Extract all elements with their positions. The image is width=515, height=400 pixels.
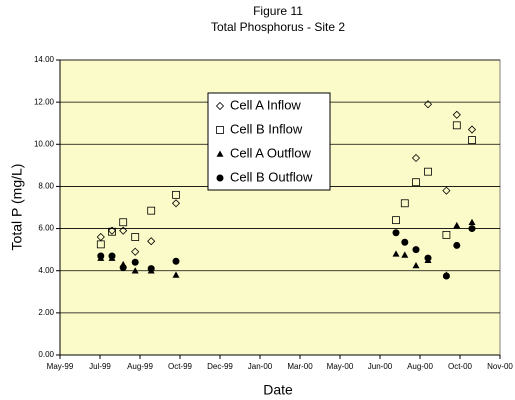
y-tick-label: 14.00	[34, 55, 55, 64]
x-tick-label: May-00	[327, 362, 354, 371]
point	[442, 186, 451, 195]
legend: Cell A Inflow Cell B Inflow Cell A Outflow…	[207, 92, 331, 191]
point	[216, 150, 224, 157]
x-tick-label: Jan-00	[248, 362, 273, 371]
legend-label: Cell A Inflow	[230, 97, 301, 112]
x-tick-label: Jul-99	[89, 362, 111, 371]
point	[216, 126, 224, 134]
x-tick-label: Oct-99	[168, 362, 193, 371]
point	[401, 251, 409, 258]
y-tick-label: 6.00	[38, 224, 54, 233]
point	[131, 233, 140, 241]
point	[424, 254, 432, 262]
point	[453, 221, 461, 229]
point	[119, 264, 127, 272]
x-tick-label: Jun-00	[368, 362, 393, 371]
legend-box	[207, 92, 331, 191]
point	[468, 218, 476, 226]
point	[412, 261, 420, 269]
point	[131, 247, 140, 256]
point	[442, 230, 451, 239]
point	[216, 174, 224, 182]
point	[468, 225, 476, 233]
point	[107, 226, 117, 235]
point	[172, 271, 180, 278]
point	[442, 272, 450, 280]
point	[147, 265, 155, 273]
point	[392, 229, 400, 237]
y-tick-label: 12.00	[34, 97, 55, 106]
point	[172, 257, 180, 265]
x-tick-label: Nov-00	[487, 362, 513, 371]
point	[412, 246, 420, 254]
point	[467, 125, 477, 134]
point	[96, 240, 105, 249]
y-tick-label: 0.00	[38, 350, 54, 359]
point	[119, 226, 128, 235]
point	[392, 250, 400, 257]
point	[411, 153, 421, 163]
point	[215, 101, 225, 111]
point	[108, 252, 116, 260]
y-tick-label: 10.00	[34, 139, 55, 148]
x-tick-label: Aug-00	[407, 362, 433, 371]
point	[97, 252, 105, 260]
point	[452, 110, 461, 119]
x-tick-label: May-99	[47, 362, 74, 371]
point	[400, 199, 409, 208]
y-tick-label: 2.00	[38, 308, 54, 317]
point	[424, 167, 432, 176]
point	[452, 121, 461, 130]
x-axis-label: Date	[263, 382, 293, 398]
point	[453, 241, 461, 249]
point	[392, 216, 400, 225]
point	[131, 258, 139, 266]
x-tick-label: Oct-00	[448, 362, 473, 371]
point	[412, 178, 420, 187]
y-axis-label: Total P (mg/L)	[9, 164, 25, 251]
point	[423, 100, 433, 109]
x-tick-label: Mar-00	[287, 362, 313, 371]
point	[468, 136, 476, 144]
point	[147, 206, 156, 215]
point	[147, 237, 156, 246]
point	[108, 227, 116, 236]
x-tick-label: Aug-99	[127, 362, 153, 371]
chart-title: Figure 11	[253, 4, 303, 18]
legend-label: Cell B Outflow	[230, 169, 313, 184]
point	[401, 238, 409, 246]
y-tick-label: 4.00	[38, 266, 54, 275]
point	[131, 267, 139, 274]
point	[119, 218, 128, 227]
legend-label: Cell B Inflow	[230, 121, 303, 136]
point	[171, 199, 181, 208]
y-tick-label: 8.00	[38, 182, 54, 191]
point	[172, 190, 180, 199]
x-tick-label: Dec-99	[207, 362, 233, 371]
legend-label: Cell A Outflow	[230, 145, 312, 160]
chart-subtitle: Total Phosphorus - Site 2	[211, 20, 345, 34]
